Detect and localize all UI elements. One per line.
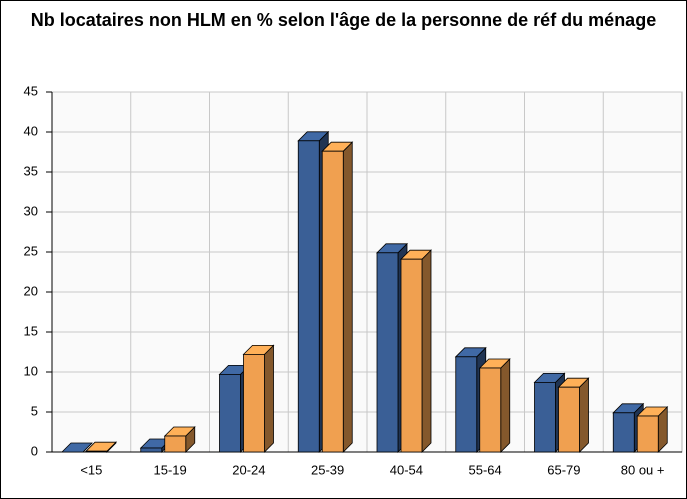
bar-side	[421, 249, 432, 453]
bar	[85, 450, 108, 453]
bar	[612, 412, 635, 453]
chart-title: Nb locataires non HLM en % selon l'âge d…	[30, 10, 657, 30]
bar	[534, 381, 556, 453]
x-tick-label: <15	[80, 462, 102, 477]
bar	[243, 353, 265, 453]
x-tick-label: 65-79	[547, 462, 580, 477]
bar-side	[579, 377, 589, 453]
bar	[636, 415, 659, 453]
y-tick-label: 20	[24, 283, 38, 298]
x-tick-label: 55-64	[469, 462, 502, 477]
bar	[321, 150, 344, 453]
y-tick-label: 35	[24, 163, 38, 178]
x-tick-label: 40-54	[390, 462, 423, 477]
x-tick-label: 80 ou +	[621, 462, 665, 477]
bar	[164, 435, 187, 453]
y-tick-label: 10	[24, 363, 38, 378]
bar	[400, 258, 423, 453]
y-tick-label: 0	[31, 443, 38, 458]
bar-side	[264, 344, 274, 453]
y-tick-label: 25	[24, 243, 38, 258]
bar	[558, 386, 580, 453]
y-tick-label: 30	[24, 203, 38, 218]
bar	[376, 252, 399, 453]
x-tick-label: 15-19	[154, 462, 187, 477]
bar-side	[500, 358, 511, 453]
bar-top	[61, 442, 93, 453]
y-tick-label: 45	[24, 83, 38, 98]
bar	[140, 447, 163, 453]
y-tick-label: 40	[24, 123, 38, 138]
y-tick-label: 5	[31, 403, 38, 418]
bar	[219, 373, 241, 453]
y-tick-label: 15	[24, 323, 38, 338]
x-tick-label: 20-24	[232, 462, 265, 477]
bar	[479, 367, 502, 453]
bar-side	[342, 141, 353, 453]
bar	[297, 140, 320, 453]
x-tick-label: 25-39	[311, 462, 344, 477]
bar	[455, 356, 478, 453]
